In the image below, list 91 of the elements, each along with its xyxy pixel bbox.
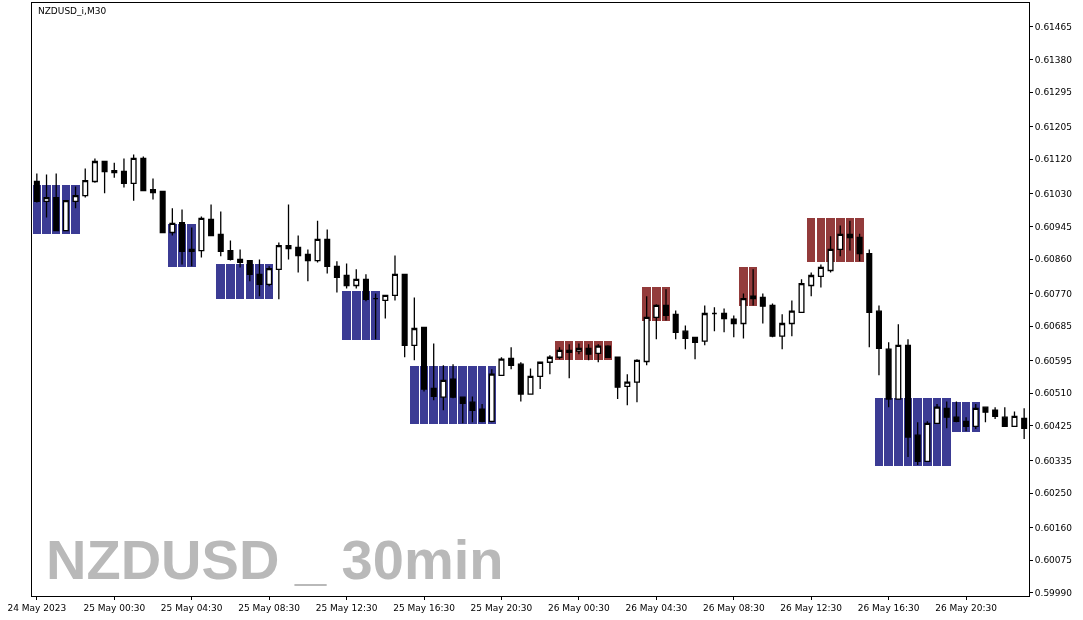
candlestick bbox=[759, 292, 766, 325]
candlestick bbox=[353, 268, 360, 290]
candlestick bbox=[808, 271, 815, 297]
candlestick bbox=[304, 248, 311, 282]
y-tick-label: 0.60945 bbox=[1034, 221, 1073, 232]
candlestick bbox=[111, 162, 118, 179]
candlestick bbox=[391, 254, 399, 302]
candlestick bbox=[208, 203, 215, 237]
bar bbox=[806, 218, 816, 263]
candlestick bbox=[343, 262, 350, 290]
x-tick-label: 24 May 2023 bbox=[7, 602, 67, 613]
x-tick-label: 26 May 04:30 bbox=[625, 602, 688, 613]
candlestick bbox=[982, 406, 989, 423]
candlestick bbox=[682, 324, 689, 350]
y-tick-label: 0.61205 bbox=[1034, 121, 1073, 132]
candlestick bbox=[934, 403, 941, 424]
candlestick bbox=[130, 153, 137, 202]
y-tick-label: 0.61465 bbox=[1034, 21, 1073, 32]
y-tick-label: 0.61380 bbox=[1034, 54, 1073, 65]
candlestick bbox=[401, 273, 408, 358]
y-tick-label: 0.60425 bbox=[1034, 421, 1073, 432]
x-tick-label: 26 May 12:30 bbox=[780, 602, 843, 613]
candlestick bbox=[198, 215, 205, 259]
x-tick-label: 25 May 12:30 bbox=[315, 602, 378, 613]
y-tick-label: 0.61030 bbox=[1034, 188, 1073, 199]
candlestick bbox=[498, 356, 505, 376]
annotation: NZDUSD _ 30min bbox=[46, 528, 504, 591]
candlestick bbox=[82, 167, 89, 199]
candlestick bbox=[546, 354, 553, 375]
chart-title: NZDUSD_i,M30 bbox=[37, 6, 107, 17]
candlestick bbox=[285, 203, 292, 261]
candlestick bbox=[672, 309, 679, 340]
candlestick bbox=[517, 361, 524, 403]
x-tick-label: 25 May 08:30 bbox=[238, 602, 301, 613]
candlestick bbox=[527, 367, 534, 395]
y-tick-label: 0.60160 bbox=[1034, 522, 1073, 533]
candlestick bbox=[159, 190, 166, 234]
x-tick-label: 25 May 20:30 bbox=[470, 602, 533, 613]
candlestick bbox=[217, 210, 224, 257]
candlestick bbox=[295, 234, 302, 274]
y-tick-label: 0.60770 bbox=[1034, 288, 1073, 299]
candlestick bbox=[788, 299, 795, 337]
y-tick-label: 0.60860 bbox=[1034, 254, 1073, 265]
candlestick bbox=[91, 157, 98, 184]
x-tick-label: 26 May 08:30 bbox=[702, 602, 765, 613]
candlestick bbox=[1011, 410, 1018, 428]
candlestick bbox=[614, 356, 621, 400]
x-tick-label: 26 May 20:30 bbox=[935, 602, 998, 613]
candlestick bbox=[382, 294, 389, 320]
x-tick-label: 25 May 16:30 bbox=[393, 602, 456, 613]
y-tick-label: 0.60510 bbox=[1034, 388, 1073, 399]
candlestick bbox=[324, 228, 331, 275]
candlestick bbox=[314, 219, 321, 264]
candlestick bbox=[411, 296, 418, 361]
x-tick-label: 26 May 00:30 bbox=[548, 602, 611, 613]
x-tick-label: 25 May 00:30 bbox=[83, 602, 146, 613]
candlestick bbox=[149, 177, 157, 201]
candlestick bbox=[779, 313, 786, 350]
candlestick bbox=[508, 346, 515, 370]
y-tick-label: 0.60685 bbox=[1034, 321, 1073, 332]
candlestick bbox=[711, 306, 718, 332]
y-tick-label: 0.60250 bbox=[1034, 488, 1073, 499]
y-tick-label: 0.61295 bbox=[1034, 87, 1073, 98]
y-tick-label: 0.60595 bbox=[1034, 355, 1073, 366]
candlestick bbox=[817, 263, 824, 289]
candlestick bbox=[101, 160, 108, 195]
candlestick bbox=[537, 360, 544, 390]
candlestick bbox=[692, 336, 699, 360]
candlestick bbox=[633, 358, 640, 403]
candlestick bbox=[730, 314, 737, 338]
candlestick bbox=[275, 241, 282, 300]
candlestick bbox=[227, 239, 234, 262]
candlestick bbox=[769, 302, 776, 338]
candlestick bbox=[875, 304, 882, 376]
candlestick bbox=[1001, 406, 1008, 428]
x-tick-label: 25 May 04:30 bbox=[160, 602, 223, 613]
candlestick bbox=[140, 155, 147, 192]
candlestick bbox=[120, 157, 127, 189]
candlestick bbox=[992, 406, 999, 420]
x-tick-label: 26 May 16:30 bbox=[857, 602, 920, 613]
y-tick-label: 0.59990 bbox=[1034, 588, 1073, 599]
candlestick bbox=[1021, 407, 1028, 440]
candlestick bbox=[721, 307, 728, 333]
y-tick-label: 0.61120 bbox=[1034, 154, 1073, 165]
y-tick-label: 0.60335 bbox=[1034, 455, 1073, 466]
candlestick bbox=[798, 278, 805, 314]
candlestick bbox=[333, 260, 340, 294]
candlestick bbox=[624, 373, 631, 406]
candlestick bbox=[701, 304, 708, 347]
candlestick bbox=[866, 248, 873, 348]
y-tick-label: 0.60075 bbox=[1034, 555, 1073, 566]
